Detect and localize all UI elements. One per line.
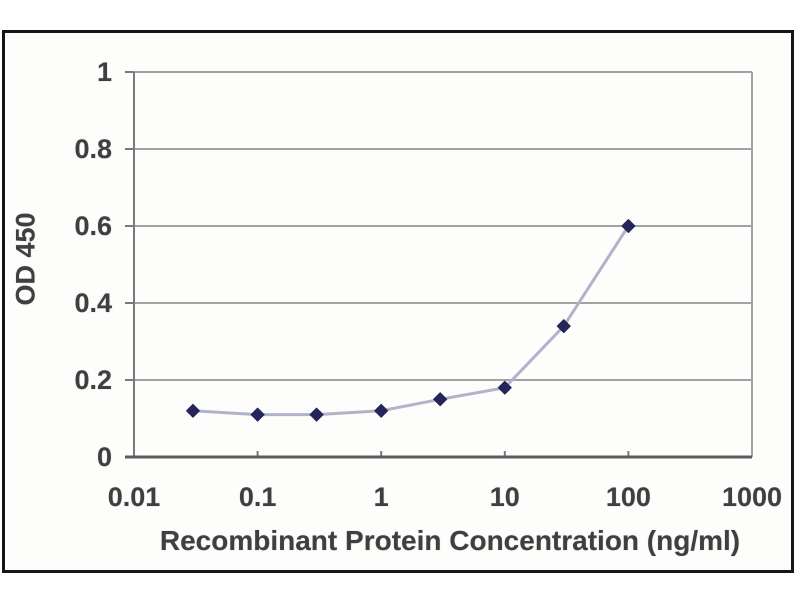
- x-tick-label: 1000: [721, 482, 783, 512]
- y-tick-label: 0.2: [74, 365, 112, 395]
- x-axis-title: Recombinant Protein Concentration (ng/ml…: [159, 525, 741, 556]
- y-tick-label: 0: [96, 442, 112, 472]
- x-tick-label: 0.01: [107, 482, 161, 512]
- x-tick-label: 100: [605, 482, 651, 512]
- y-tick-label: 0.8: [74, 134, 112, 164]
- data-point-marker: [309, 407, 324, 422]
- data-point-marker: [621, 219, 636, 233]
- data-point-marker: [185, 403, 200, 418]
- y-tick-label: 1: [96, 57, 112, 87]
- plot-area: [125, 71, 753, 459]
- data-point-marker: [250, 407, 265, 422]
- data-point-marker: [433, 392, 448, 407]
- y-axis-title: OD 450: [10, 212, 41, 306]
- x-tick-label: 10: [489, 482, 520, 512]
- data-point-marker: [497, 380, 512, 395]
- y-tick-label: 0.4: [74, 288, 112, 318]
- data-point-marker: [374, 403, 389, 418]
- x-tick-label: 1: [373, 482, 389, 512]
- series-line: [192, 225, 630, 417]
- y-tick-label: 0.6: [74, 211, 112, 241]
- data-point-marker: [556, 319, 571, 334]
- x-tick-label: 0.1: [238, 482, 277, 512]
